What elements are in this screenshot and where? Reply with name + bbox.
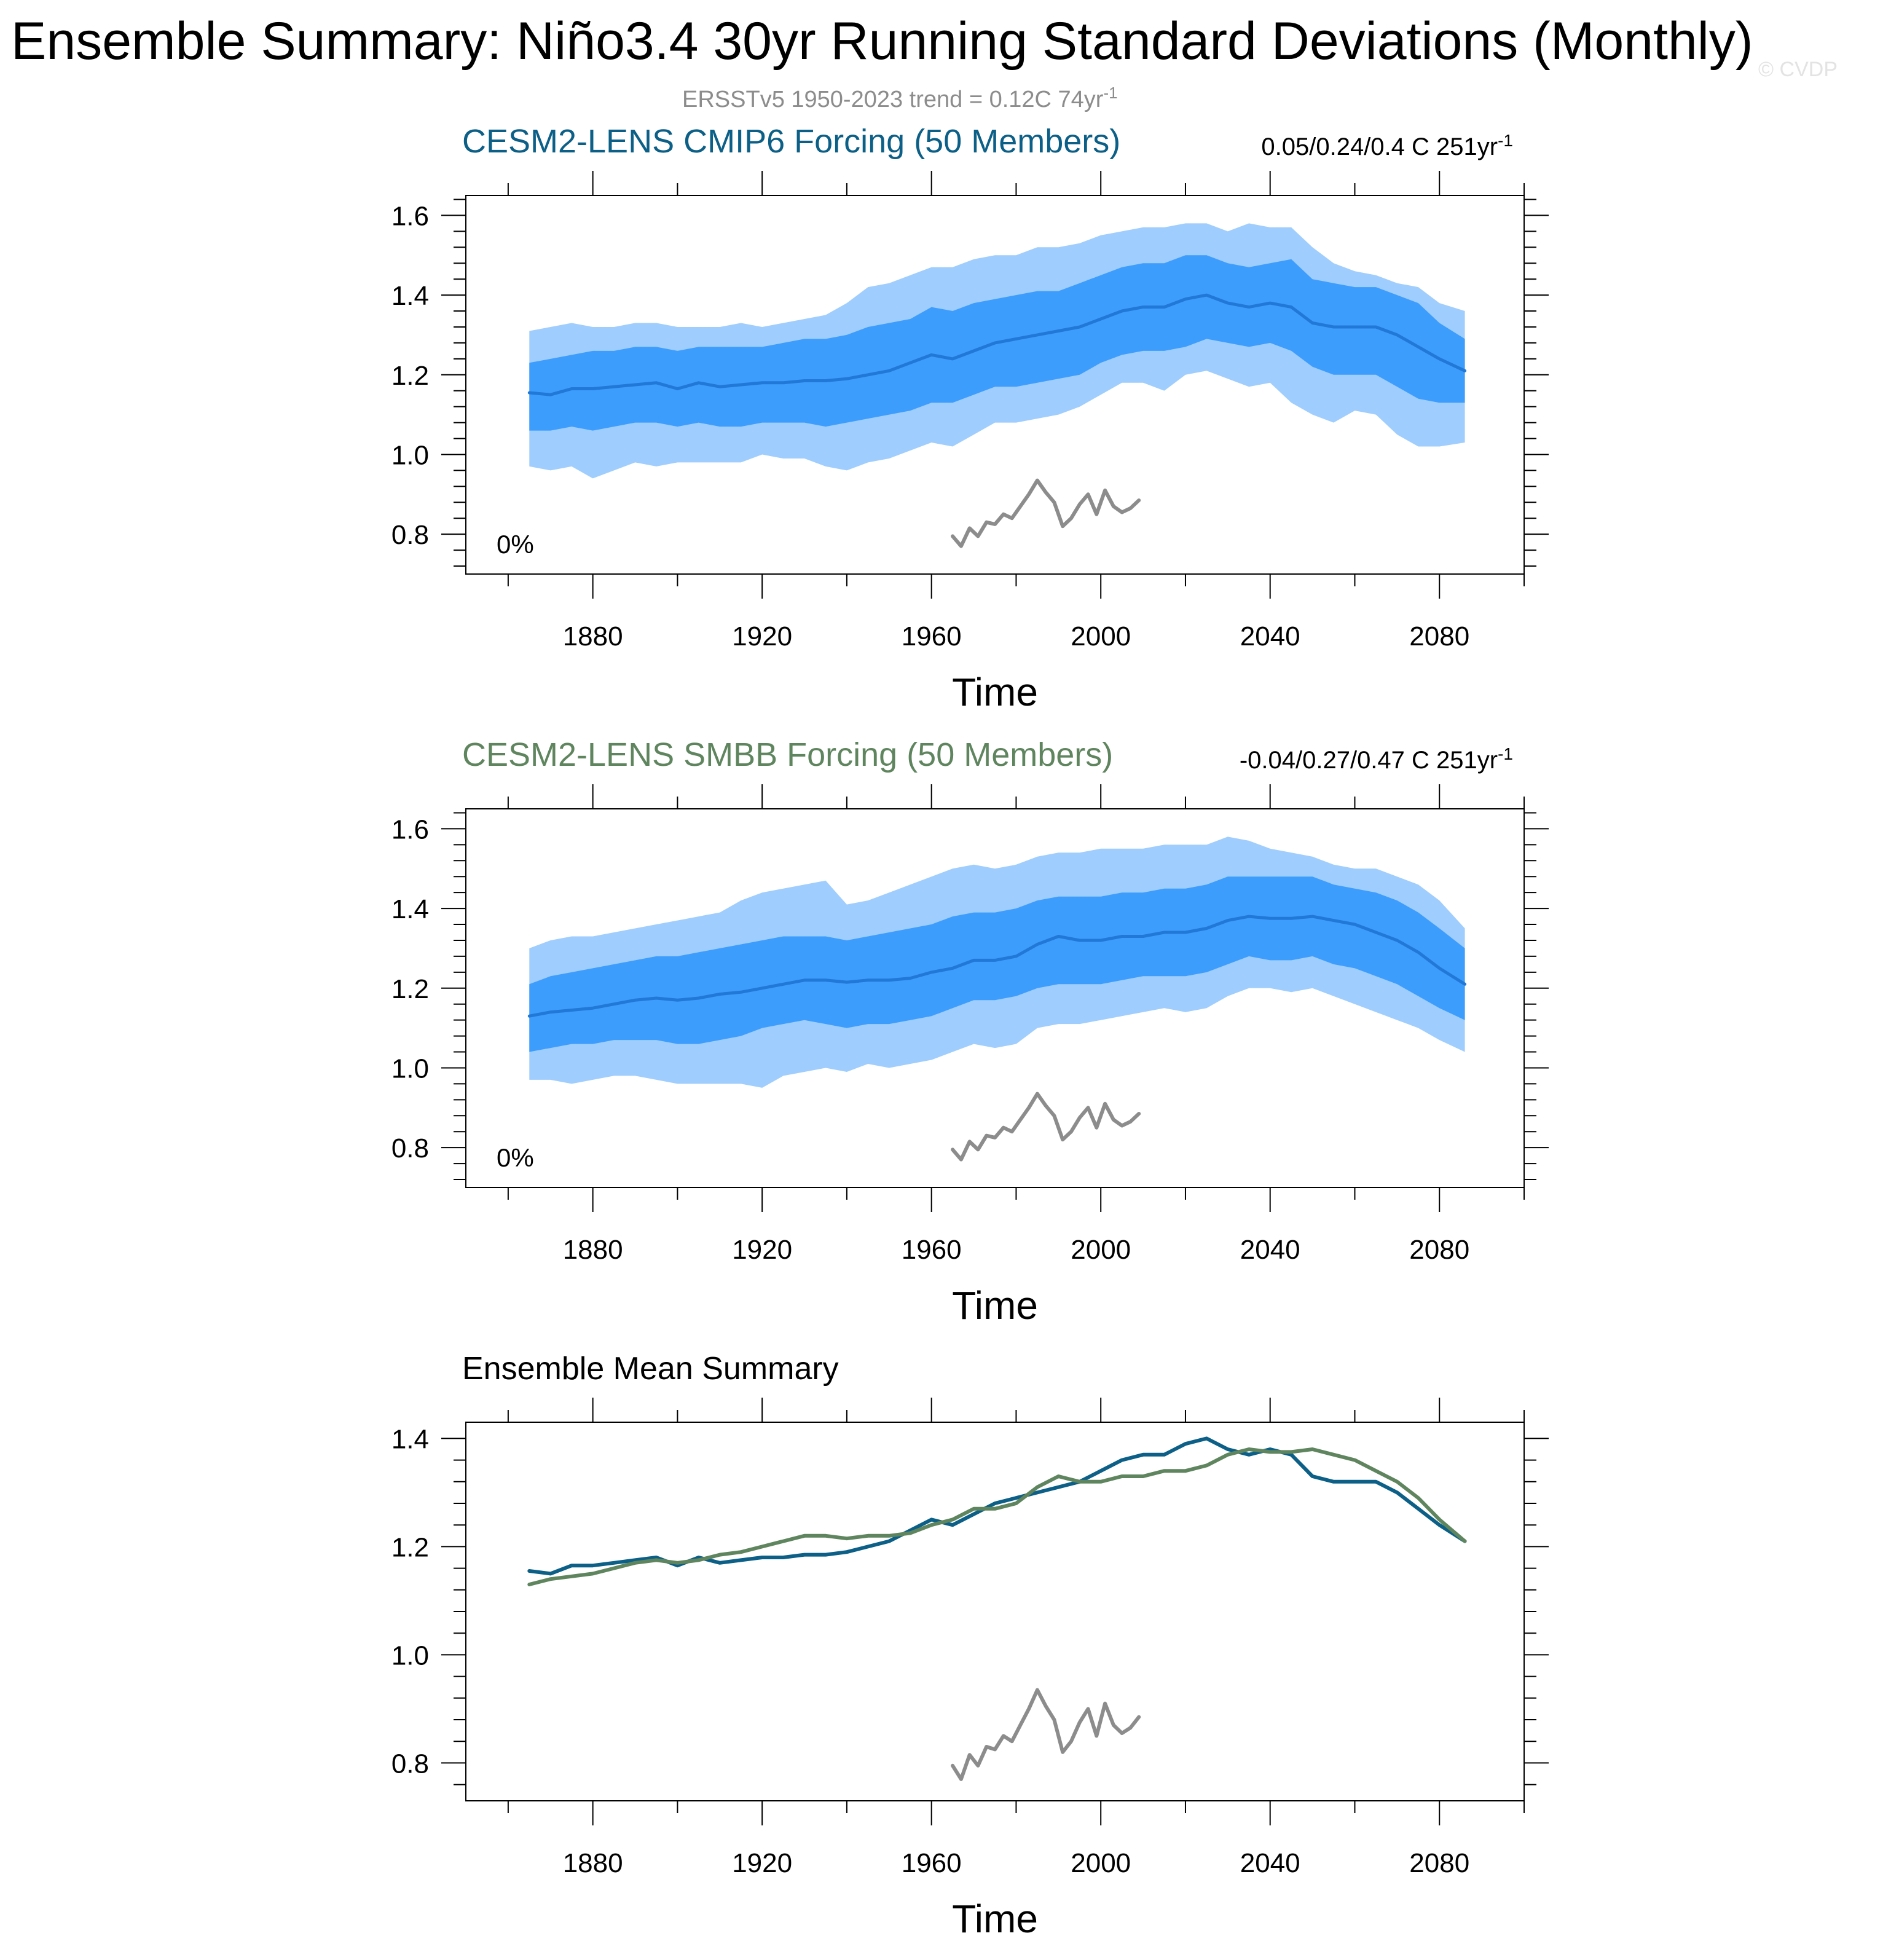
chart-title: CESM2-LENS SMBB Forcing (50 Members) xyxy=(462,736,1113,773)
x-tick-label: 1920 xyxy=(732,1235,792,1265)
y-tick-label: 1.4 xyxy=(391,1424,429,1454)
panels: CESM2-LENS CMIP6 Forcing (50 Members) 0.0… xyxy=(391,123,1549,1941)
x-tick-label: 2040 xyxy=(1240,1235,1300,1265)
percent-label: 0% xyxy=(497,530,534,559)
y-tick-label: 1.6 xyxy=(391,814,429,844)
x-tick-label: 2080 xyxy=(1409,1235,1469,1265)
chart-title: Ensemble Mean Summary xyxy=(462,1351,839,1387)
ensemble-mean-line xyxy=(527,293,1467,396)
chart-stats: 0.05/0.24/0.4 C 251yr-1 xyxy=(1261,131,1513,160)
mean-line-smbb xyxy=(527,1447,1467,1586)
y-tick-label: 1.0 xyxy=(391,1640,429,1671)
x-axis-label: Time xyxy=(952,1897,1038,1941)
plot-frame xyxy=(465,1422,1525,1801)
x-tick-label: 2000 xyxy=(1071,1235,1131,1265)
ensemble-mean-line xyxy=(527,915,1467,1018)
x-tick-label: 1880 xyxy=(563,621,623,651)
y-tick-label: 0.8 xyxy=(391,1133,429,1163)
y-tick-label: 1.4 xyxy=(391,281,429,311)
x-tick-label: 1960 xyxy=(902,1235,962,1265)
x-axis-label: Time xyxy=(952,1283,1038,1328)
plot-frame xyxy=(465,195,1525,575)
chart-stats-sup: -1 xyxy=(1498,744,1513,763)
y-tick-label: 1.2 xyxy=(391,974,429,1004)
x-tick-label: 1960 xyxy=(902,621,962,651)
y-tick-label: 0.8 xyxy=(391,1749,429,1779)
chart-stats: -0.04/0.27/0.47 C 251yr-1 xyxy=(1240,744,1513,774)
x-axis-label: Time xyxy=(952,670,1038,714)
plot-frame xyxy=(465,808,1525,1188)
watermark: © CVDP xyxy=(1758,58,1838,81)
obs-subtitle: ERSSTv5 1950-2023 trend = 0.12C 74yr-1 xyxy=(682,84,1118,112)
obs-subtitle-sup: -1 xyxy=(1103,84,1117,102)
y-tick-label: 1.0 xyxy=(391,440,429,470)
y-tick-label: 1.2 xyxy=(391,361,429,391)
y-tick-label: 1.0 xyxy=(391,1053,429,1084)
percent-label: 0% xyxy=(497,1143,534,1172)
chart-cmip6: CESM2-LENS CMIP6 Forcing (50 Members) 0.0… xyxy=(391,123,1549,714)
chart-stats-text: 0.05/0.24/0.4 C 251yr xyxy=(1261,133,1498,160)
chart-title: CESM2-LENS CMIP6 Forcing (50 Members) xyxy=(462,123,1120,160)
observations-line xyxy=(951,1092,1141,1162)
x-tick-label: 1960 xyxy=(902,1848,962,1878)
x-tick-label: 1920 xyxy=(732,1848,792,1878)
y-tick-label: 1.6 xyxy=(391,201,429,231)
obs-subtitle-text: ERSSTv5 1950-2023 trend = 0.12C 74yr xyxy=(682,87,1104,112)
x-tick-label: 2040 xyxy=(1240,1848,1300,1878)
observations-line xyxy=(951,478,1141,548)
y-tick-label: 0.8 xyxy=(391,520,429,550)
chart-mean: Ensemble Mean Summary 0.8 1.0 1.2 1.4 1880 192… xyxy=(391,1351,1549,1941)
chart-stats-sup: -1 xyxy=(1498,131,1513,150)
x-tick-label: 2080 xyxy=(1409,1848,1469,1878)
y-tick-label: 1.4 xyxy=(391,894,429,924)
mean-line-cmip6 xyxy=(527,1436,1467,1576)
x-tick-label: 2080 xyxy=(1409,621,1469,651)
chart-smbb: CESM2-LENS SMBB Forcing (50 Members) -0.0… xyxy=(391,736,1549,1328)
y-tick-label: 1.2 xyxy=(391,1532,429,1562)
x-tick-label: 1880 xyxy=(563,1235,623,1265)
x-tick-label: 2040 xyxy=(1240,621,1300,651)
x-tick-label: 1880 xyxy=(563,1848,623,1878)
chart-stats-text: -0.04/0.27/0.47 C 251yr xyxy=(1240,747,1498,774)
x-tick-label: 2000 xyxy=(1071,1848,1131,1878)
x-tick-label: 1920 xyxy=(732,621,792,651)
observations-line xyxy=(951,1688,1141,1781)
main-title: Ensemble Summary: Niño3.4 30yr Running S… xyxy=(11,12,1753,71)
x-tick-label: 2000 xyxy=(1071,621,1131,651)
